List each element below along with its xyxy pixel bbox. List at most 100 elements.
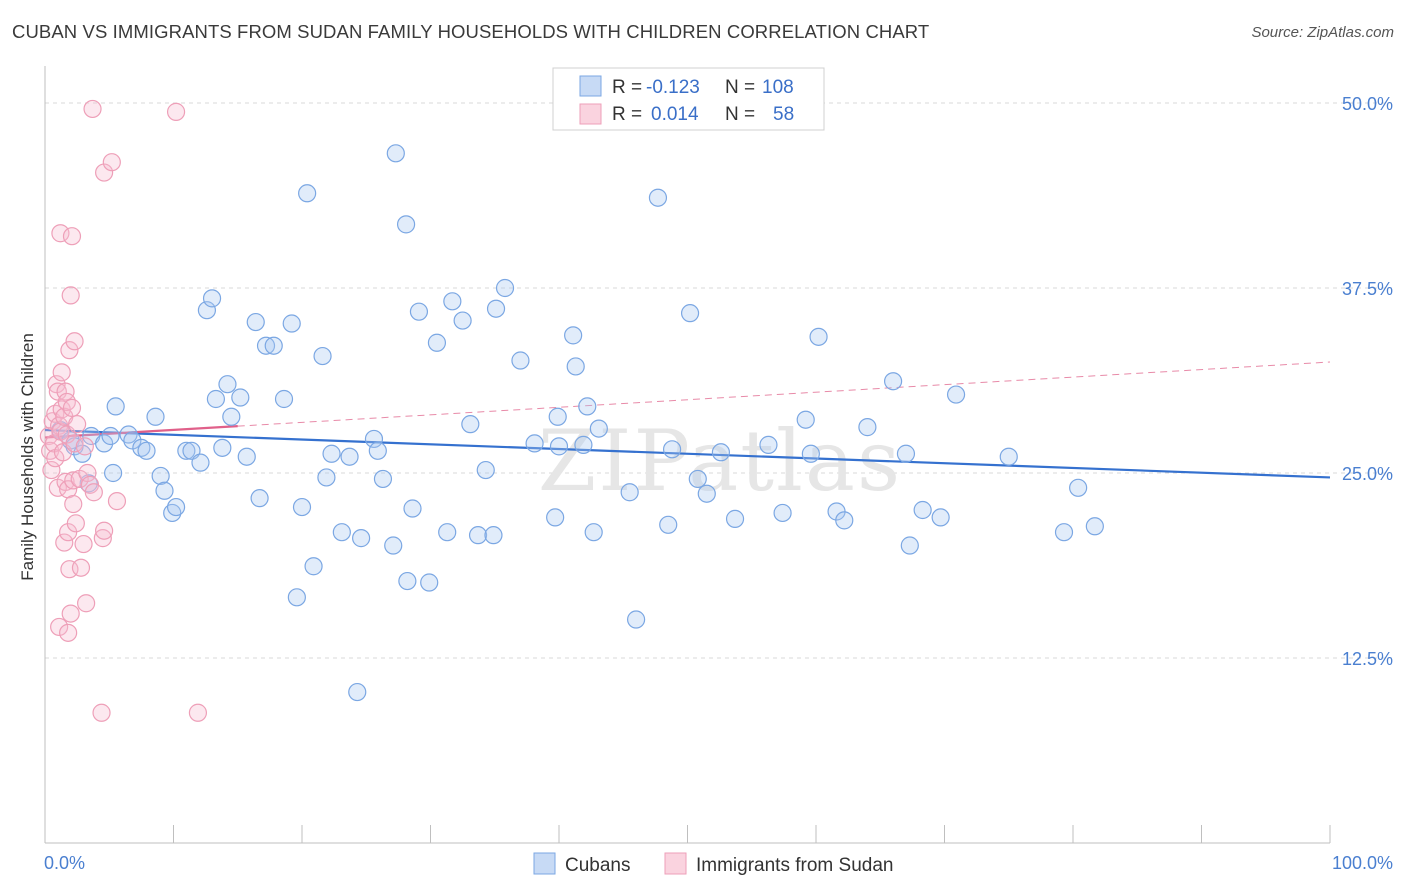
point-cuban-101 [946,385,966,404]
point-cuban-14 [146,407,165,426]
point-cuban-15 [151,466,170,486]
point-sudan-17 [55,533,74,552]
legend-swatch-sudan [579,103,602,125]
y-tick-label-1: 25.0% [1342,464,1393,484]
point-sudan-48 [93,529,112,548]
point-cuban-9 [104,463,123,483]
point-cuban-40 [313,346,332,366]
point-sudan-27 [60,341,79,360]
point-cuban-44 [340,447,359,466]
axes [44,66,1331,844]
point-cuban-75 [578,397,597,416]
point-cuban-7 [101,426,120,446]
point-cuban-63 [476,460,495,480]
point-cuban-39 [304,557,323,576]
point-sudan-40 [74,534,93,554]
point-cuban-97 [896,444,916,463]
point-cuban-27 [222,407,241,426]
y-tick-labels: 12.5% 25.0% 37.5% 50.0% [1342,94,1393,669]
y-tick-label-2: 37.5% [1342,279,1393,299]
point-cuban-31 [250,489,269,508]
point-cuban-92 [809,327,828,346]
point-sudan-13 [51,224,70,243]
point-sudan-45 [83,99,102,119]
point-cuban-57 [427,333,447,352]
legend-n-value-2: 58 [773,104,794,125]
point-sudan-10 [50,617,69,637]
point-cuban-98 [900,536,919,555]
point-cuban-67 [511,351,530,370]
point-cuban-32 [256,336,276,355]
point-sudan-28 [61,286,80,305]
point-cuban-21 [191,453,210,472]
point-cuban-66 [495,278,515,298]
x-tick-label-1: 100.0% [1332,853,1393,873]
point-cuban-65 [486,299,506,318]
legend-bottom: Cubans Immigrants from Sudan [533,852,893,876]
point-cuban-46 [352,529,371,548]
legend-bottom-label-sudan: Immigrants from Sudan [696,855,893,876]
points-cubans [51,144,1104,702]
point-cuban-68 [525,434,544,453]
point-cuban-29 [237,447,256,466]
legend-n-label-1: N = [725,77,755,98]
point-cuban-104 [1069,478,1088,497]
point-cuban-77 [589,419,608,438]
point-cuban-28 [231,388,250,407]
point-cuban-89 [773,503,792,523]
point-sudan-29 [61,604,80,623]
point-cuban-54 [403,499,422,518]
point-sudan-52 [107,492,127,511]
legend-bottom-swatch-cubans [533,852,556,875]
y-tick-label-0: 12.5% [1342,649,1393,669]
point-sudan-14 [52,363,71,382]
point-cuban-105 [1085,517,1104,536]
point-cuban-55 [409,302,429,321]
legend-swatch-cubans [579,75,602,97]
point-sudan-51 [102,153,121,172]
point-sudan-49 [95,521,114,540]
point-cuban-94 [835,511,854,530]
point-sudan-54 [188,703,208,722]
point-cuban-85 [697,484,716,503]
point-cuban-95 [858,418,877,437]
point-cuban-80 [648,188,668,207]
point-sudan-41 [75,437,94,456]
legend-bottom-label-cubans: Cubans [565,855,631,876]
point-sudan-53 [166,102,186,121]
legend-r-value-1: -0.123 [646,77,700,98]
x-tick-label-0: 0.0% [44,853,85,873]
point-sudan-42 [77,594,96,613]
point-cuban-13 [137,441,156,460]
point-cuban-69 [546,508,565,527]
point-cuban-53 [398,571,417,591]
point-cuban-26 [218,375,237,394]
trend-line-cubans [44,428,1331,479]
point-cuban-72 [564,326,583,345]
point-sudan-36 [66,514,85,533]
chart-title: CUBAN VS IMMIGRANTS FROM SUDAN FAMILY HO… [12,21,930,42]
point-cuban-18 [166,497,186,517]
point-cuban-48 [368,441,387,460]
point-sudan-34 [65,332,84,351]
point-cuban-24 [206,389,226,409]
point-sudan-26 [60,560,79,579]
point-cuban-79 [626,610,646,629]
point-cuban-8 [106,397,125,416]
point-cuban-59 [443,292,462,311]
legend-n-label-2: N = [725,104,755,125]
y-tick-label-3: 50.0% [1342,94,1393,114]
point-cuban-16 [155,481,174,500]
point-sudan-22 [57,392,76,412]
point-cuban-36 [287,588,306,607]
legend-bottom-swatch-sudan [664,852,687,875]
point-cuban-37 [292,497,312,517]
point-sudan-30 [62,227,82,246]
point-cuban-38 [298,184,317,203]
point-cuban-45 [348,682,367,702]
y-axis-title: Family Households with Children [18,333,37,581]
point-cuban-90 [796,410,815,429]
x-tick-labels: 0.0% 100.0% [44,853,1393,873]
point-cuban-87 [725,509,745,528]
